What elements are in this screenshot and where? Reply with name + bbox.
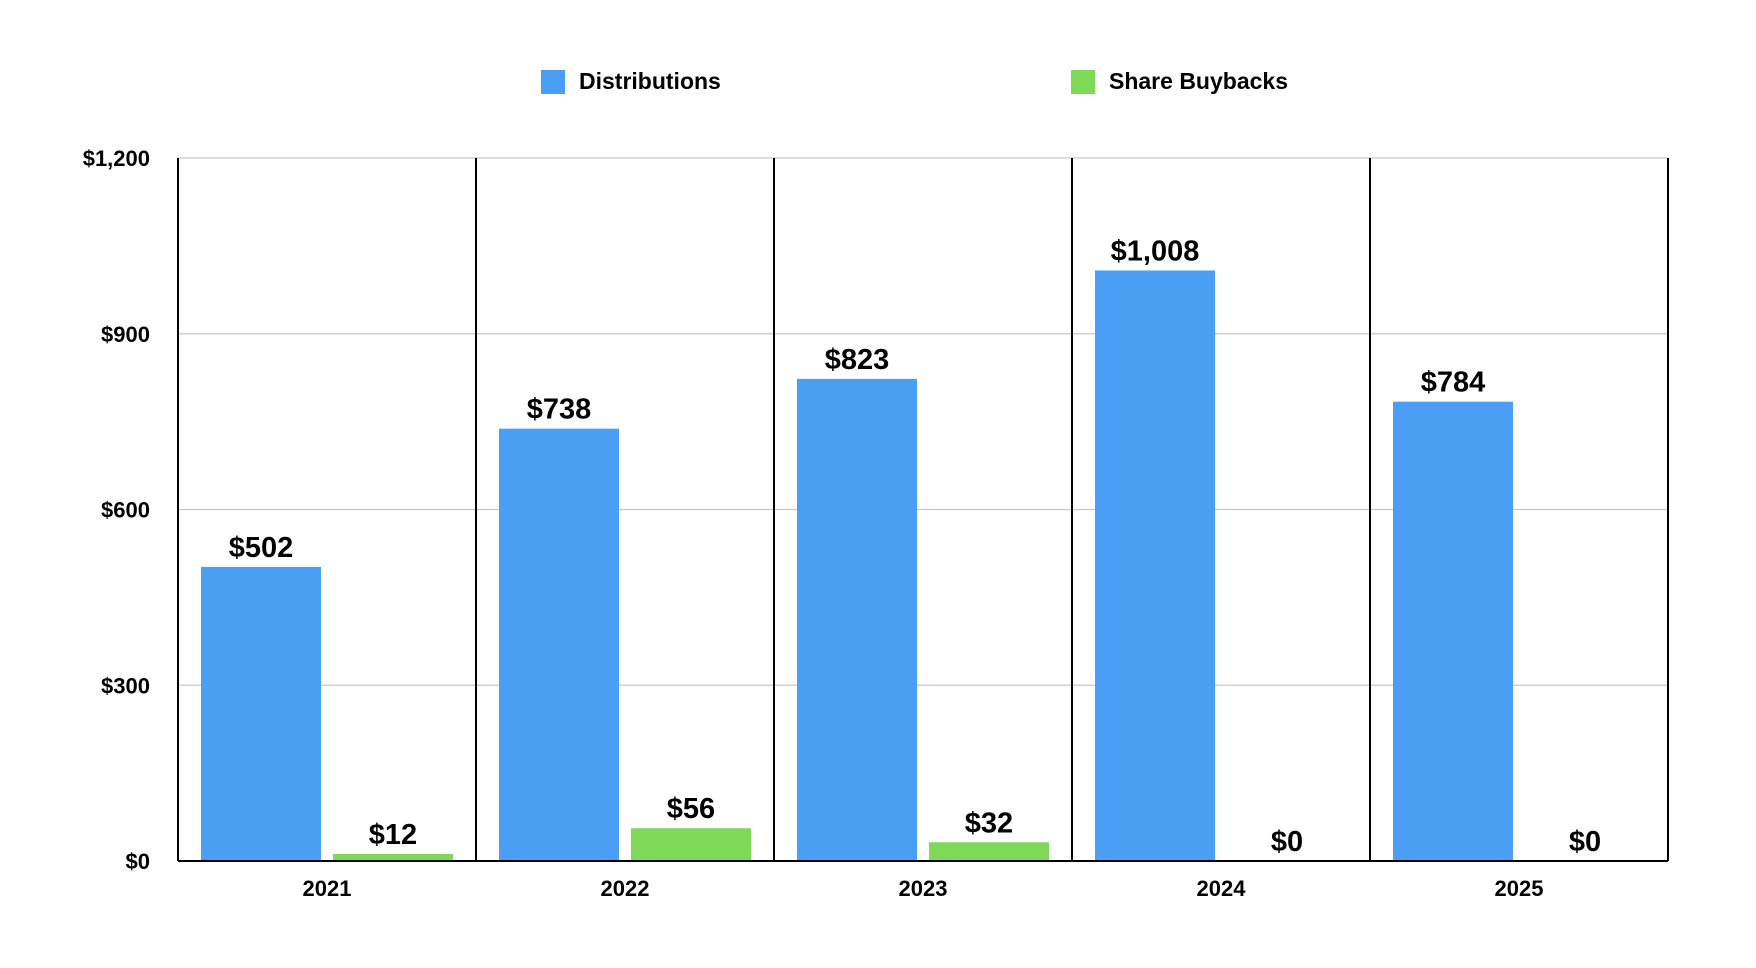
y-tick-label-300: $300	[101, 673, 150, 698]
y-tick-label-0: $0	[126, 849, 150, 874]
chart-legend: Distributions Share Buybacks	[0, 68, 1756, 98]
x-tick-label-2024: 2024	[1197, 876, 1247, 901]
bar-distributions-2025	[1393, 401, 1513, 861]
x-tick-label-2022: 2022	[601, 876, 650, 901]
data-label-distributions-2025: $784	[1421, 367, 1486, 399]
legend-label-distributions: Distributions	[579, 68, 721, 94]
data-label-share-buybacks-2024: $0	[1271, 826, 1303, 858]
legend-swatch-distributions	[541, 69, 565, 94]
y-tick-label-1200: $1,200	[83, 146, 150, 171]
data-label-share-buybacks-2021: $12	[369, 819, 417, 851]
legend-item-share-buybacks: Share Buybacks	[1071, 68, 1288, 95]
bar-distributions-2023	[797, 378, 917, 861]
legend-label-share-buybacks: Share Buybacks	[1109, 68, 1288, 94]
data-label-distributions-2023: $823	[825, 344, 890, 376]
data-label-share-buybacks-2022: $56	[667, 793, 715, 825]
bar-share-buybacks-2021	[333, 853, 453, 861]
x-tick-label-2021: 2021	[303, 876, 352, 901]
data-label-share-buybacks-2023: $32	[965, 807, 1013, 839]
x-tick-label-2023: 2023	[899, 876, 948, 901]
legend-item-distributions: Distributions	[541, 68, 721, 95]
data-label-distributions-2022: $738	[527, 394, 592, 426]
y-tick-label-600: $600	[101, 498, 150, 523]
bar-distributions-2024	[1095, 270, 1215, 862]
data-label-share-buybacks-2025: $0	[1569, 826, 1601, 858]
x-tick-label-2025: 2025	[1495, 876, 1544, 901]
bar-share-buybacks-2023	[929, 842, 1049, 861]
y-tick-label-900: $900	[101, 322, 150, 347]
data-label-distributions-2021: $502	[229, 532, 294, 564]
bar-distributions-2021	[201, 566, 321, 861]
legend-swatch-share-buybacks	[1071, 69, 1095, 94]
bar-distributions-2022	[499, 428, 619, 861]
data-label-distributions-2024: $1,008	[1111, 235, 1200, 267]
bar-share-buybacks-2022	[631, 828, 751, 861]
